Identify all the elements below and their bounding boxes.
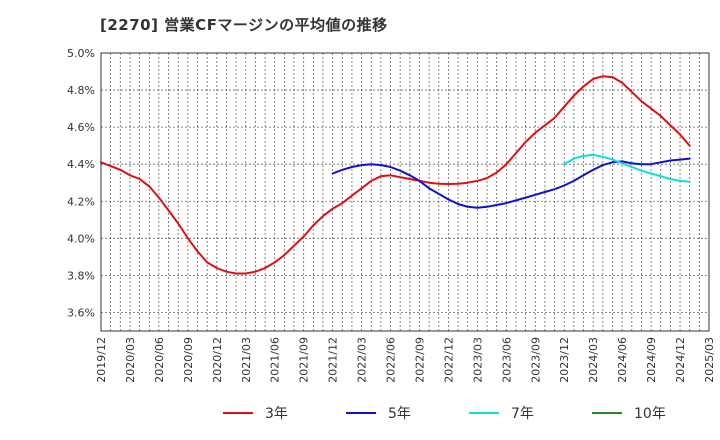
x-tick-label: 2023/09 bbox=[529, 337, 542, 383]
y-tick-label: 3.6% bbox=[67, 306, 95, 319]
legend-label-1: 3年 bbox=[265, 406, 288, 422]
x-tick-label: 2025/03 bbox=[703, 337, 716, 383]
series-line-3 bbox=[563, 153, 691, 183]
legend-label-2: 5年 bbox=[388, 406, 411, 422]
legend-label-4: 10年 bbox=[634, 406, 666, 422]
y-tick-label: 4.8% bbox=[67, 84, 95, 97]
x-tick-label: 2023/12 bbox=[558, 337, 571, 383]
x-tick-label: 2024/12 bbox=[674, 337, 687, 383]
grid-layer bbox=[100, 52, 710, 331]
y-tick-label: 5.0% bbox=[67, 47, 95, 60]
series-line-1 bbox=[100, 75, 691, 275]
legend: 3年 5年 7年 10年 bbox=[223, 406, 666, 422]
x-tick-label: 2024/06 bbox=[616, 337, 629, 383]
x-tick-label: 2022/06 bbox=[385, 337, 398, 383]
x-tick-label: 2020/03 bbox=[124, 337, 137, 383]
chart-title: [2270] 営業CFマージンの平均値の推移 bbox=[100, 16, 388, 34]
x-axis-tick-labels: 2019/12 2020/03 2020/06 2020/09 2020/12 2021/… bbox=[95, 337, 716, 383]
x-tick-label: 2020/12 bbox=[211, 337, 224, 383]
x-tick-label: 2023/06 bbox=[500, 337, 513, 383]
x-tick-label: 2022/03 bbox=[356, 337, 369, 383]
x-tick-label: 2021/06 bbox=[269, 337, 282, 383]
series-line-2 bbox=[331, 157, 691, 209]
x-tick-label: 2020/09 bbox=[182, 337, 195, 383]
y-tick-label: 3.8% bbox=[67, 269, 95, 282]
plot-frame bbox=[100, 52, 710, 332]
x-tick-label: 2020/06 bbox=[153, 337, 166, 383]
x-tick-label: 2021/12 bbox=[327, 337, 340, 383]
x-tick-label: 2023/03 bbox=[471, 337, 484, 383]
y-tick-label: 4.2% bbox=[67, 195, 95, 208]
x-tick-label: 2022/09 bbox=[413, 337, 426, 383]
y-axis-tick-labels: 3.6% 3.8% 4.0% 4.2% 4.4% 4.6% 4.8% 5.0% bbox=[67, 47, 95, 319]
y-tick-label: 4.6% bbox=[67, 121, 95, 134]
y-tick-label: 4.4% bbox=[67, 158, 95, 171]
series-layer bbox=[100, 75, 691, 275]
x-tick-label: 2024/09 bbox=[645, 337, 658, 383]
x-tick-label: 2022/12 bbox=[442, 337, 455, 383]
y-tick-label: 4.0% bbox=[67, 232, 95, 245]
x-tick-label: 2021/09 bbox=[298, 337, 311, 383]
legend-label-3: 7年 bbox=[511, 406, 534, 422]
x-tick-label: 2019/12 bbox=[95, 337, 108, 383]
x-tick-label: 2021/03 bbox=[240, 337, 253, 383]
x-tick-label: 2024/03 bbox=[587, 337, 600, 383]
